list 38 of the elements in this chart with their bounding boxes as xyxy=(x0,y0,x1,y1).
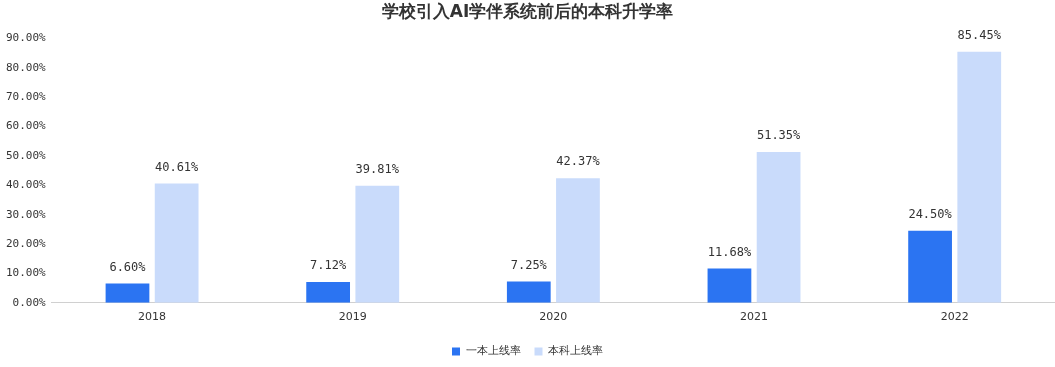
bar xyxy=(506,281,551,303)
data-label: 6.60% xyxy=(109,259,147,274)
bar xyxy=(957,51,1002,303)
y-tick-label: 50.00% xyxy=(5,148,47,162)
y-tick-label: 60.00% xyxy=(5,119,47,133)
y-tick-label: 20.00% xyxy=(5,236,47,250)
bar xyxy=(908,230,952,303)
x-tick-label: 2020 xyxy=(539,310,568,324)
y-tick-label: 80.00% xyxy=(5,60,47,74)
y-tick-label: 30.00% xyxy=(5,207,47,221)
bar xyxy=(306,281,351,303)
bar xyxy=(556,178,600,303)
data-label: 11.68% xyxy=(707,244,752,259)
y-tick-label: 0.00% xyxy=(12,295,47,309)
data-label: 24.50% xyxy=(908,206,953,221)
data-label: 40.61% xyxy=(154,159,200,174)
bar xyxy=(154,183,199,303)
data-label: 85.45% xyxy=(957,27,1002,42)
x-tick-label: 2019 xyxy=(338,310,367,324)
bar xyxy=(355,185,400,303)
data-label: 39.81% xyxy=(355,161,400,176)
y-tick-label: 10.00% xyxy=(5,266,47,280)
legend-label: 本科上线率 xyxy=(548,344,603,358)
bar xyxy=(105,283,150,303)
x-tick-label: 2021 xyxy=(740,310,769,324)
x-tick-label: 2022 xyxy=(940,310,969,324)
y-tick-label: 70.00% xyxy=(5,90,47,104)
data-label: 51.35% xyxy=(756,128,802,143)
chart-title: 学校引入AI学伴系统前后的本科升学率 xyxy=(381,0,674,21)
bar xyxy=(707,268,752,303)
data-label: 42.37% xyxy=(556,154,601,169)
data-label: 7.12% xyxy=(310,258,347,273)
bar xyxy=(756,151,801,303)
x-tick-label: 2018 xyxy=(138,310,167,324)
legend-label: 一本上线率 xyxy=(465,344,521,358)
y-tick-label: 40.00% xyxy=(5,178,47,192)
y-tick-label: 90.00% xyxy=(5,31,47,45)
data-label: 7.25% xyxy=(510,257,548,272)
